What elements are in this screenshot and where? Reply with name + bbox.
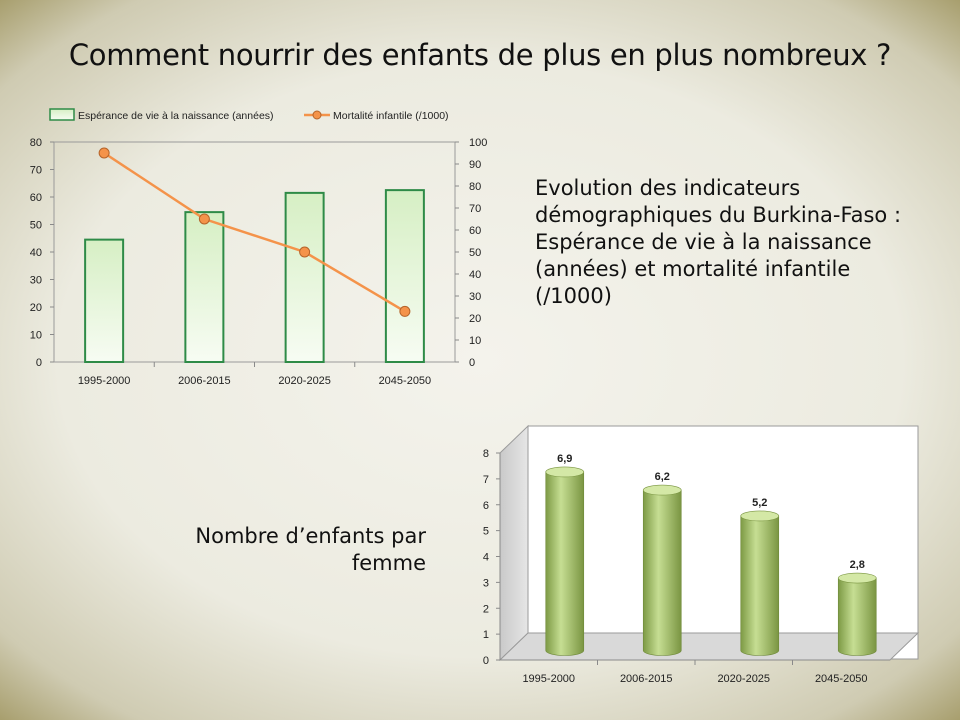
cyl-axis-tick-label: 2 (483, 603, 489, 615)
infant-mortality-point (399, 305, 411, 317)
cylinder-top (545, 466, 585, 478)
cylinder-body (545, 471, 585, 656)
cyl-category-label: 1995-2000 (522, 673, 575, 685)
left-axis-tick-label: 60 (30, 192, 42, 204)
left-axis-tick-label: 80 (30, 137, 42, 149)
life-expectancy-bar (184, 211, 225, 363)
infant-mortality-line (103, 151, 406, 313)
birth-rate-cylinder (642, 484, 682, 656)
cyl-axis-tick-label: 3 (483, 577, 489, 589)
left-axis-tick-label: 30 (30, 275, 42, 287)
cylinder-top (642, 484, 682, 496)
legend-bar-swatch (49, 108, 75, 121)
infant-mortality-point (198, 213, 210, 225)
cyl-category-label: 2045-2050 (815, 673, 868, 685)
cyl-axis-tick-label: 6 (483, 500, 489, 512)
right-axis-tick-label: 0 (469, 357, 475, 369)
cyl-axis-tick-label: 5 (483, 526, 489, 538)
cylinder-data-label: 6,9 (557, 453, 572, 465)
cylinder-body (740, 515, 780, 656)
birth-rate-cylinder (545, 466, 585, 656)
cyl-category-label: 2020-2025 (717, 673, 770, 685)
x-axis-category-label: 1995-2000 (78, 375, 131, 387)
cylinder-data-label: 6,2 (655, 471, 670, 483)
x-axis-category-label: 2020-2025 (278, 375, 331, 387)
right-axis-tick-label: 30 (469, 291, 481, 303)
life-expectancy-bar (84, 238, 125, 363)
cylinder-top (837, 572, 877, 584)
cylinder-body (837, 577, 877, 656)
right-axis-tick-label: 50 (469, 247, 481, 259)
life-expectancy-bar (384, 189, 425, 363)
infant-mortality-point (98, 147, 110, 159)
x-axis-category-label: 2006-2015 (178, 375, 231, 387)
right-axis-tick-label: 100 (469, 137, 487, 149)
cyl-axis-tick-label: 8 (483, 448, 489, 460)
infant-mortality-point (299, 246, 311, 258)
right-axis-tick-label: 60 (469, 225, 481, 237)
legend-bar-label: Espérance de vie à la naissance (années) (78, 110, 274, 122)
slide-title: Comment nourrir des enfants de plus en p… (68, 38, 892, 72)
right-axis-tick-label: 80 (469, 181, 481, 193)
cylinder-data-label: 5,2 (752, 497, 767, 509)
cyl-axis-tick-label: 1 (483, 629, 489, 641)
birth-rate-cylinder (740, 510, 780, 656)
left-axis-tick-label: 70 (30, 165, 42, 177)
x-axis-category-label: 2045-2050 (379, 375, 432, 387)
secondary-chart-caption: Nombre d’enfants par femme (195, 524, 426, 575)
left-axis-tick-label: 50 (30, 220, 42, 232)
left-axis-tick-label: 10 (30, 330, 42, 342)
right-axis-tick-label: 10 (469, 335, 481, 347)
plot-area-2-side-wall (499, 424, 529, 662)
cylinder-top (740, 510, 780, 522)
life-expectancy-bar (284, 191, 325, 363)
cylinder-data-label: 2,8 (850, 559, 865, 571)
right-axis-tick-label: 70 (469, 203, 481, 215)
cyl-axis-tick-label: 0 (483, 655, 489, 667)
cylinder-body (642, 489, 682, 656)
chart-description: Evolution des indicateurs démographiques… (535, 176, 902, 308)
legend-line-marker (312, 110, 322, 120)
legend-line-label: Mortalité infantile (/1000) (333, 110, 449, 122)
cyl-axis-tick-label: 7 (483, 474, 489, 486)
birth-rate-cylinder (837, 572, 877, 656)
right-axis-tick-label: 90 (469, 159, 481, 171)
cyl-axis-tick-label: 4 (483, 552, 489, 564)
left-axis-tick-label: 0 (36, 357, 42, 369)
left-axis-tick-label: 40 (30, 247, 42, 259)
left-axis-tick-label: 20 (30, 302, 42, 314)
cyl-category-label: 2006-2015 (620, 673, 673, 685)
right-axis-tick-label: 20 (469, 313, 481, 325)
right-axis-tick-label: 40 (469, 269, 481, 281)
